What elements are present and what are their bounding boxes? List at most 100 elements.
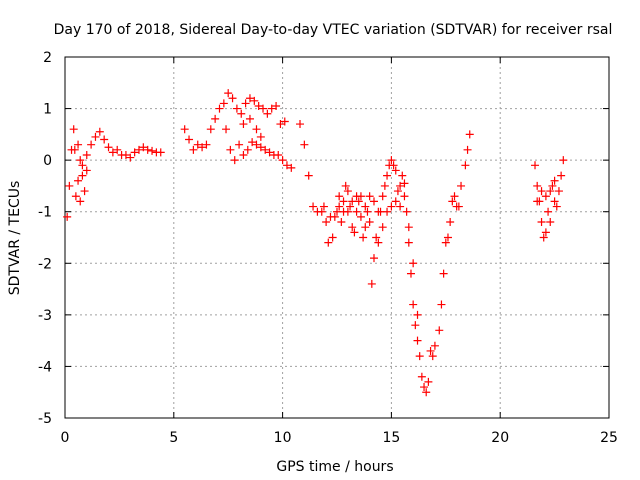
- data-point: [391, 166, 400, 175]
- data-point: [198, 143, 207, 152]
- data-point: [448, 197, 457, 206]
- data-point: [369, 254, 378, 263]
- y-tick-label: 0: [43, 153, 52, 169]
- data-point: [309, 202, 318, 211]
- data-point: [113, 145, 122, 154]
- data-point: [411, 321, 420, 330]
- data-point: [389, 161, 398, 170]
- data-point: [404, 238, 413, 247]
- data-point: [457, 181, 466, 190]
- data-point: [180, 125, 189, 134]
- series-seg4: [531, 156, 568, 242]
- data-point: [465, 130, 474, 139]
- data-point: [228, 94, 237, 103]
- data-point: [189, 145, 198, 154]
- data-point: [541, 228, 550, 237]
- data-point: [282, 161, 291, 170]
- data-point: [261, 145, 270, 154]
- series-seg3: [296, 120, 474, 397]
- chart-title: Day 170 of 2018, Sidereal Day-to-day VTE…: [54, 22, 613, 38]
- data-point: [335, 202, 344, 211]
- data-point: [224, 89, 233, 98]
- data-point: [254, 101, 263, 110]
- data-point: [226, 145, 235, 154]
- data-point: [415, 352, 424, 361]
- data-point: [241, 99, 250, 108]
- grid-lines: [65, 57, 609, 418]
- data-point: [361, 223, 370, 232]
- data-point: [245, 114, 254, 123]
- data-point: [232, 104, 241, 113]
- data-point: [134, 145, 143, 154]
- data-point: [348, 197, 357, 206]
- data-point: [420, 383, 429, 392]
- data-point: [252, 125, 261, 134]
- data-point: [71, 192, 80, 201]
- data-point: [559, 156, 568, 165]
- y-tick-label: 1: [43, 102, 52, 118]
- data-point: [550, 197, 559, 206]
- data-points: [63, 89, 568, 397]
- data-point: [76, 156, 85, 165]
- data-point: [546, 218, 555, 227]
- data-point: [324, 238, 333, 247]
- series-seg2: [180, 89, 296, 172]
- data-point: [400, 179, 409, 188]
- data-point: [352, 207, 361, 216]
- x-axis-label: GPS time / hours: [276, 459, 393, 475]
- data-point: [428, 352, 437, 361]
- series-seg1: [63, 125, 165, 221]
- data-point: [250, 96, 259, 105]
- data-point: [126, 153, 135, 162]
- data-point: [367, 279, 376, 288]
- x-tick-label: 25: [600, 430, 618, 446]
- data-point: [267, 104, 276, 113]
- data-point: [222, 125, 231, 134]
- data-point: [550, 176, 559, 185]
- data-point: [148, 146, 157, 155]
- data-point: [296, 120, 305, 129]
- data-point: [235, 140, 244, 149]
- data-point: [396, 181, 405, 190]
- data-point: [211, 114, 220, 123]
- data-point: [365, 192, 374, 201]
- data-point: [326, 212, 335, 221]
- data-point: [263, 109, 272, 118]
- data-point: [304, 171, 313, 180]
- data-point: [139, 143, 148, 152]
- data-point: [365, 218, 374, 227]
- data-point: [337, 218, 346, 227]
- data-point: [185, 135, 194, 144]
- data-point: [537, 187, 546, 196]
- data-point: [387, 202, 396, 211]
- data-point: [256, 132, 265, 141]
- data-point: [443, 233, 452, 242]
- plot-frame: [64, 56, 610, 419]
- data-point: [121, 150, 130, 159]
- data-point: [557, 171, 566, 180]
- data-point: [276, 120, 285, 129]
- data-point: [374, 207, 383, 216]
- data-point: [531, 161, 540, 170]
- x-axis-ticks: 0 5 10 15 20 25: [61, 57, 618, 446]
- data-point: [356, 212, 365, 221]
- data-point: [372, 233, 381, 242]
- data-point: [424, 377, 433, 386]
- data-point: [219, 99, 228, 108]
- data-point: [256, 143, 265, 152]
- data-point: [156, 148, 165, 157]
- data-point: [537, 218, 546, 227]
- data-point: [437, 300, 446, 309]
- data-point: [202, 140, 211, 149]
- data-point: [280, 117, 289, 126]
- data-point: [328, 233, 337, 242]
- data-point: [378, 223, 387, 232]
- data-point: [339, 207, 348, 216]
- data-point: [206, 125, 215, 134]
- data-point: [130, 148, 139, 157]
- data-point: [374, 238, 383, 247]
- data-point: [400, 192, 409, 201]
- data-point: [278, 156, 287, 165]
- x-tick-label: 0: [61, 430, 70, 446]
- data-point: [78, 171, 87, 180]
